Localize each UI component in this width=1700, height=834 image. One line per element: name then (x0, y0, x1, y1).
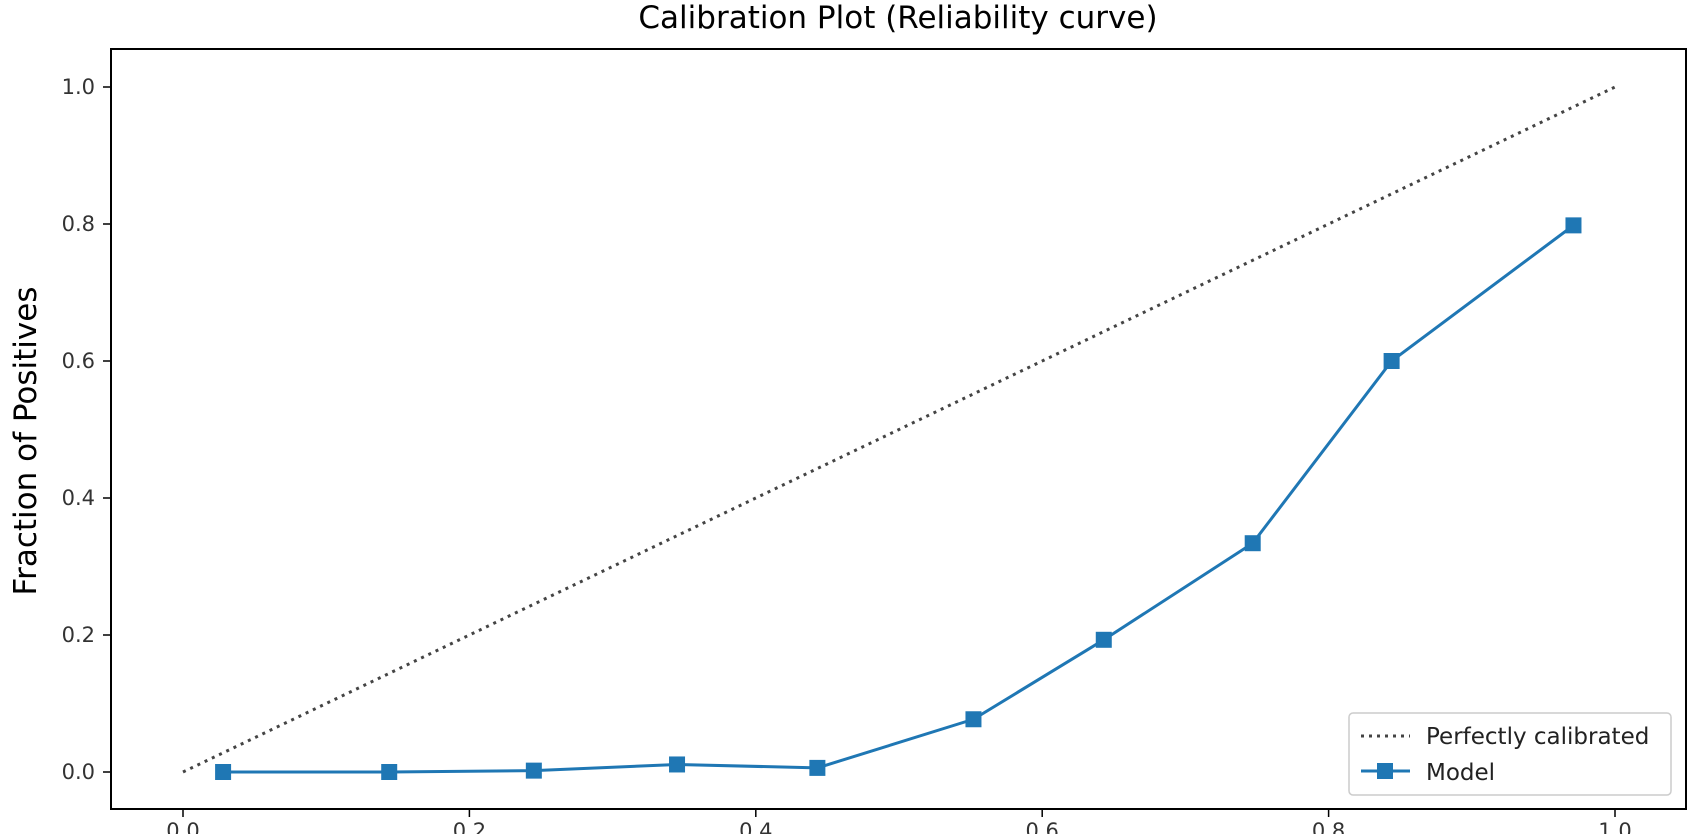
data-point-model (1383, 353, 1400, 369)
legend: Perfectly calibrated Model (1348, 712, 1672, 796)
data-point-model (525, 762, 542, 779)
plot-area-frame (110, 48, 1687, 810)
series-line-perfectly-calibrated (182, 85, 1616, 774)
legend-box (1348, 712, 1672, 796)
y-tick-label: 0.6 (62, 349, 95, 373)
y-axis-label: Fraction of Positives (8, 287, 44, 596)
x-tick-label: 0.0 (166, 819, 199, 834)
data-point-model (1565, 217, 1582, 234)
y-tick-label: 0.4 (62, 486, 95, 510)
data-point-model (1095, 631, 1112, 648)
legend-swatch-model-marker (1377, 763, 1393, 779)
series-layer (182, 85, 1616, 780)
y-tick-label: 0.2 (62, 623, 95, 647)
y-tick-label: 0.8 (62, 212, 95, 236)
chart-title: Calibration Plot (Reliability curve) (638, 0, 1157, 36)
y-tick-label: 1.0 (62, 75, 95, 99)
data-point-model (381, 764, 398, 780)
data-point-model (669, 756, 686, 773)
y-axis: 0.0 0.2 0.4 0.6 0.8 1.0 (62, 75, 111, 784)
x-tick-label: 0.6 (1025, 819, 1058, 834)
legend-label-perfectly-calibrated: Perfectly calibrated (1426, 724, 1649, 750)
data-point-model (965, 711, 982, 728)
y-tick-label: 0.0 (62, 760, 95, 784)
data-point-model (1244, 535, 1261, 552)
x-tick-label: 0.8 (1312, 819, 1345, 834)
series-line-model (223, 224, 1575, 774)
data-point-model (809, 759, 826, 776)
data-point-model (215, 764, 232, 780)
x-tick-label: 0.2 (453, 819, 486, 834)
x-axis: 0.0 0.2 0.4 0.6 0.8 1.0 (166, 809, 1632, 834)
x-tick-label: 0.4 (739, 819, 772, 834)
legend-label-model: Model (1426, 760, 1495, 786)
x-tick-label: 1.0 (1598, 819, 1631, 834)
